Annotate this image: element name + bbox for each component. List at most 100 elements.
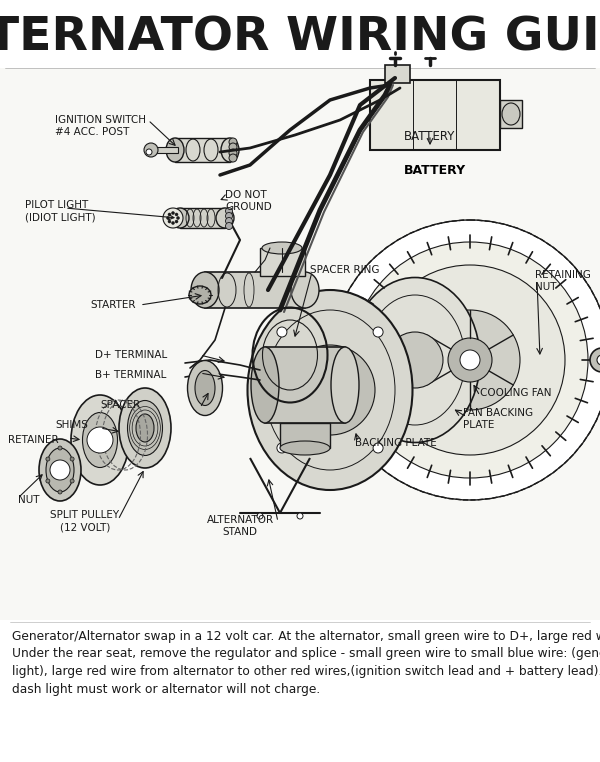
Ellipse shape [248, 290, 413, 490]
Text: B+ TERMINAL: B+ TERMINAL [95, 370, 166, 380]
Circle shape [175, 220, 178, 223]
Circle shape [229, 143, 237, 151]
Ellipse shape [171, 208, 189, 228]
Circle shape [229, 149, 237, 157]
Circle shape [46, 457, 50, 461]
Circle shape [590, 348, 600, 372]
Circle shape [168, 213, 171, 216]
Bar [370, 80, 500, 150]
Ellipse shape [119, 388, 171, 468]
Circle shape [176, 216, 179, 219]
Circle shape [146, 149, 152, 155]
Circle shape [46, 479, 50, 483]
Bar [175, 138, 230, 162]
Ellipse shape [221, 138, 239, 162]
Ellipse shape [280, 441, 330, 455]
Circle shape [58, 446, 62, 450]
Circle shape [597, 355, 600, 365]
Text: BATTERY: BATTERY [404, 130, 455, 143]
Ellipse shape [189, 286, 211, 304]
Circle shape [257, 513, 263, 519]
Text: STARTER: STARTER [90, 300, 136, 310]
Circle shape [229, 138, 237, 146]
Circle shape [226, 223, 233, 229]
Circle shape [352, 242, 588, 478]
Text: SPACER: SPACER [100, 400, 140, 410]
Bar [280, 423, 330, 448]
Ellipse shape [83, 412, 118, 468]
Ellipse shape [39, 439, 81, 501]
Ellipse shape [187, 360, 223, 415]
Ellipse shape [136, 414, 154, 442]
Circle shape [58, 490, 62, 494]
Circle shape [167, 216, 170, 219]
Ellipse shape [251, 347, 279, 423]
Circle shape [50, 460, 70, 480]
Ellipse shape [502, 103, 520, 125]
Bar [0, 0, 600, 68]
Text: SPLIT PULLEY
(12 VOLT): SPLIT PULLEY (12 VOLT) [50, 510, 119, 533]
Text: IGNITION SWITCH
#4 ACC. POST: IGNITION SWITCH #4 ACC. POST [55, 115, 146, 137]
Circle shape [297, 513, 303, 519]
Ellipse shape [128, 401, 163, 456]
Circle shape [460, 350, 480, 370]
Circle shape [387, 332, 443, 388]
Text: PILOT LIGHT
(IDIOT LIGHT): PILOT LIGHT (IDIOT LIGHT) [25, 200, 95, 223]
Circle shape [277, 327, 287, 337]
Text: DO NOT
GROUND: DO NOT GROUND [225, 190, 272, 213]
Circle shape [226, 207, 233, 214]
Text: BATTERY: BATTERY [404, 164, 466, 177]
Circle shape [163, 208, 183, 228]
Circle shape [87, 427, 113, 453]
Circle shape [175, 213, 178, 216]
Bar [260, 248, 305, 276]
Circle shape [144, 143, 158, 157]
Text: SHIMS: SHIMS [55, 420, 88, 430]
Text: RETAINING
NUT: RETAINING NUT [535, 270, 591, 293]
Text: ALTERNATOR WIRING GUIDE: ALTERNATOR WIRING GUIDE [0, 15, 600, 60]
Ellipse shape [262, 242, 302, 254]
Circle shape [70, 457, 74, 461]
Bar [0, 620, 600, 762]
Circle shape [172, 222, 175, 225]
Circle shape [168, 220, 171, 223]
Circle shape [330, 220, 600, 500]
Circle shape [420, 310, 520, 410]
Circle shape [373, 443, 383, 453]
Circle shape [172, 212, 175, 214]
Ellipse shape [46, 448, 74, 492]
Ellipse shape [331, 347, 359, 423]
Circle shape [226, 217, 233, 225]
Text: FAN BACKING
PLATE: FAN BACKING PLATE [463, 408, 533, 431]
Circle shape [277, 443, 287, 453]
Bar [385, 65, 410, 83]
Bar [265, 347, 345, 423]
Ellipse shape [350, 277, 480, 443]
Text: BACKING PLATE: BACKING PLATE [355, 438, 437, 448]
Circle shape [229, 154, 237, 162]
Text: D+ TERMINAL: D+ TERMINAL [95, 350, 167, 360]
Ellipse shape [291, 272, 319, 308]
Text: COOLING FAN: COOLING FAN [480, 388, 551, 398]
Ellipse shape [191, 272, 219, 308]
Text: SPACER RING: SPACER RING [310, 265, 380, 275]
Bar [0, 68, 600, 623]
Circle shape [70, 479, 74, 483]
Text: ALTERNATOR
STAND: ALTERNATOR STAND [206, 515, 274, 537]
Text: Generator/Alternator swap in a 12 volt car. At the alternator, small green wire : Generator/Alternator swap in a 12 volt c… [12, 630, 600, 696]
Bar [153, 147, 178, 153]
Bar [500, 100, 522, 128]
Text: RETAINER: RETAINER [8, 435, 59, 445]
Bar [205, 272, 305, 308]
Circle shape [312, 372, 348, 408]
Circle shape [375, 265, 565, 455]
Circle shape [373, 327, 383, 337]
Ellipse shape [195, 370, 215, 405]
Bar [180, 208, 225, 228]
Circle shape [285, 345, 375, 435]
Ellipse shape [71, 395, 129, 485]
Ellipse shape [216, 208, 234, 228]
Text: NUT: NUT [18, 495, 40, 505]
Ellipse shape [166, 138, 184, 162]
Circle shape [226, 213, 233, 219]
